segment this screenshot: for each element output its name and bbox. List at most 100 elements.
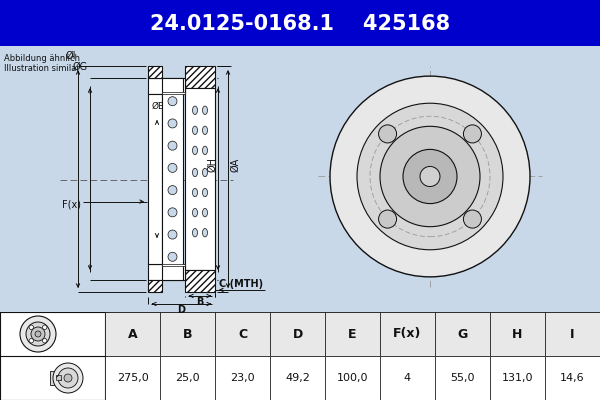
Ellipse shape xyxy=(203,168,208,177)
Bar xyxy=(545,312,600,356)
Text: 14,6: 14,6 xyxy=(560,373,585,383)
Ellipse shape xyxy=(193,106,197,114)
Text: 131,0: 131,0 xyxy=(502,373,533,383)
Polygon shape xyxy=(148,66,162,78)
Bar xyxy=(148,94,162,264)
Ellipse shape xyxy=(193,188,197,197)
Polygon shape xyxy=(148,264,185,280)
Circle shape xyxy=(168,208,177,217)
Ellipse shape xyxy=(193,208,197,217)
Circle shape xyxy=(58,368,78,388)
Ellipse shape xyxy=(193,126,197,134)
Ellipse shape xyxy=(203,208,208,217)
Text: B: B xyxy=(183,328,192,340)
Text: 275,0: 275,0 xyxy=(116,373,148,383)
Circle shape xyxy=(168,252,177,261)
Text: 24.0125-0168.1    425168: 24.0125-0168.1 425168 xyxy=(150,14,450,34)
Text: I: I xyxy=(570,328,575,340)
Circle shape xyxy=(357,103,503,250)
Bar xyxy=(545,356,600,400)
Ellipse shape xyxy=(193,168,197,177)
Bar xyxy=(50,371,60,385)
Bar xyxy=(490,312,545,356)
Ellipse shape xyxy=(193,228,197,237)
Bar xyxy=(435,312,490,356)
Bar xyxy=(185,88,215,270)
Circle shape xyxy=(35,331,41,337)
Circle shape xyxy=(330,76,530,277)
Bar xyxy=(105,312,160,356)
Text: F(x): F(x) xyxy=(62,200,81,210)
Text: ØH: ØH xyxy=(207,157,217,172)
Text: ØA: ØA xyxy=(230,157,240,172)
Bar xyxy=(160,312,215,356)
Polygon shape xyxy=(148,280,162,292)
Bar xyxy=(105,356,160,400)
Bar xyxy=(270,312,325,356)
Polygon shape xyxy=(185,66,215,88)
Polygon shape xyxy=(185,270,215,292)
Text: G: G xyxy=(457,328,467,340)
Bar xyxy=(325,356,380,400)
Bar xyxy=(380,356,435,400)
Text: C: C xyxy=(238,328,247,340)
Bar xyxy=(162,92,185,94)
Circle shape xyxy=(53,363,83,393)
Bar xyxy=(325,312,380,356)
Ellipse shape xyxy=(203,146,208,155)
Text: ØE: ØE xyxy=(152,102,164,111)
Text: 100,0: 100,0 xyxy=(337,373,368,383)
Text: ØI: ØI xyxy=(65,51,76,61)
Bar xyxy=(56,375,61,380)
Text: 55,0: 55,0 xyxy=(450,373,475,383)
Circle shape xyxy=(29,325,34,330)
Text: E: E xyxy=(348,328,357,340)
Text: Abbildung ähnlich: Abbildung ähnlich xyxy=(4,54,80,63)
Circle shape xyxy=(168,141,177,150)
Ellipse shape xyxy=(203,126,208,134)
Text: 4: 4 xyxy=(404,373,411,383)
Bar xyxy=(490,356,545,400)
Ellipse shape xyxy=(193,146,197,155)
Bar xyxy=(215,356,270,400)
Text: A: A xyxy=(128,328,137,340)
Circle shape xyxy=(168,119,177,128)
Text: B: B xyxy=(196,297,203,307)
Ellipse shape xyxy=(203,188,208,197)
Bar xyxy=(380,312,435,356)
Circle shape xyxy=(64,374,72,382)
Circle shape xyxy=(43,338,47,343)
Circle shape xyxy=(379,125,397,143)
Polygon shape xyxy=(148,78,185,94)
Text: 49,2: 49,2 xyxy=(285,373,310,383)
Bar xyxy=(162,78,183,280)
Circle shape xyxy=(403,149,457,204)
Text: ØG: ØG xyxy=(73,62,88,72)
Circle shape xyxy=(379,210,397,228)
Text: C (MTH): C (MTH) xyxy=(219,279,263,289)
Circle shape xyxy=(26,322,50,346)
Bar xyxy=(215,312,270,356)
Circle shape xyxy=(43,325,47,330)
Text: 23,0: 23,0 xyxy=(230,373,255,383)
Bar xyxy=(162,264,185,266)
Bar xyxy=(435,356,490,400)
Circle shape xyxy=(168,97,177,106)
Circle shape xyxy=(168,230,177,239)
Circle shape xyxy=(463,210,481,228)
Circle shape xyxy=(168,186,177,195)
Circle shape xyxy=(29,338,34,343)
Ellipse shape xyxy=(203,106,208,114)
Bar xyxy=(160,356,215,400)
Text: Illustration similar: Illustration similar xyxy=(4,64,80,73)
Bar xyxy=(270,356,325,400)
Circle shape xyxy=(31,327,45,341)
Circle shape xyxy=(20,316,56,352)
Text: H: H xyxy=(512,328,523,340)
Ellipse shape xyxy=(203,228,208,237)
Circle shape xyxy=(168,163,177,172)
Circle shape xyxy=(420,166,440,186)
Text: F(x): F(x) xyxy=(394,328,422,340)
Text: D: D xyxy=(292,328,302,340)
Circle shape xyxy=(463,125,481,143)
